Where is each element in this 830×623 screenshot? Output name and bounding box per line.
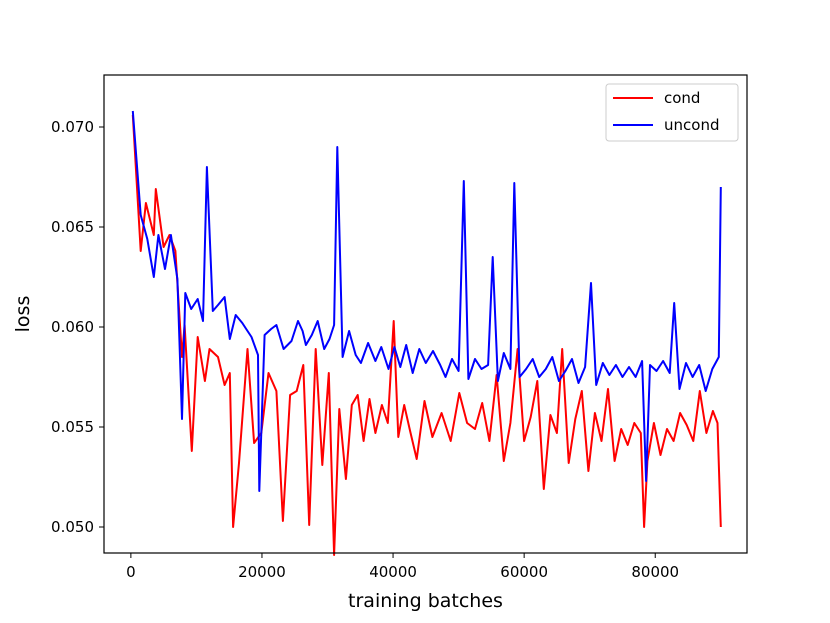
x-tick-label: 0 xyxy=(126,563,136,581)
x-tick-label: 40000 xyxy=(369,563,417,581)
x-axis-title: training batches xyxy=(348,590,503,612)
y-tick-label: 0.070 xyxy=(51,118,94,136)
y-tick-label: 0.060 xyxy=(51,318,94,336)
y-axis-title: loss xyxy=(12,296,34,333)
legend: cond uncond xyxy=(605,83,739,142)
legend-label-cond: cond xyxy=(664,89,700,107)
plot-frame xyxy=(103,74,748,554)
series-line-uncond xyxy=(131,110,722,492)
y-tick-label: 0.050 xyxy=(51,518,94,536)
series-line-cond xyxy=(131,114,722,556)
x-tick-label: 80000 xyxy=(631,563,679,581)
y-axis-ticks: 0.050 0.055 0.060 0.065 0.070 xyxy=(51,118,104,536)
x-tick-label: 60000 xyxy=(500,563,548,581)
legend-label-uncond: uncond xyxy=(664,116,719,134)
series-lines xyxy=(131,110,722,556)
x-axis-ticks: 0 20000 40000 60000 80000 xyxy=(126,553,679,581)
y-tick-label: 0.065 xyxy=(51,218,94,236)
y-tick-label: 0.055 xyxy=(51,418,94,436)
x-tick-label: 20000 xyxy=(238,563,286,581)
